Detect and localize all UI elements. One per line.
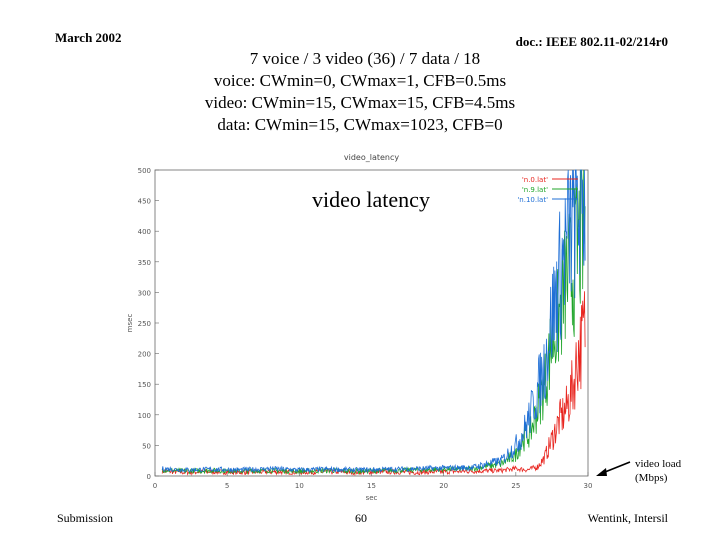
load-arrow-head xyxy=(596,468,607,476)
video-latency-label: video latency xyxy=(312,187,430,212)
video-load-label: video load xyxy=(635,458,682,470)
x-tick-label: 30 xyxy=(584,482,593,490)
slide-title: 7 voice / 3 video (36) / 7 data / 18 voi… xyxy=(0,48,720,136)
footer-author: Wentink, Intersil xyxy=(587,511,668,525)
y-axis-label: msec xyxy=(126,314,134,333)
x-tick-label: 15 xyxy=(367,482,376,490)
header-date: March 2002 xyxy=(55,30,122,45)
video-load-unit: (Mbps) xyxy=(635,472,668,484)
x-tick-label: 5 xyxy=(225,482,229,490)
y-tick-label: 200 xyxy=(138,351,151,359)
legend-label-3: 'n.10.lat' xyxy=(517,196,548,204)
x-axis-label: sec xyxy=(366,494,378,502)
chart-title: video_latency xyxy=(344,153,400,162)
title-line-3: video: CWmin=15, CWmax=15, CFB=4.5ms xyxy=(204,93,516,112)
footer-submission: Submission xyxy=(57,511,114,525)
series-line-3 xyxy=(161,169,586,474)
y-tick-label: 500 xyxy=(138,167,151,175)
y-tick-label: 300 xyxy=(138,289,151,297)
title-line-2: voice: CWmin=0, CWmax=1, CFB=0.5ms xyxy=(213,71,507,90)
title-line-4: data: CWmin=15, CWmax=1023, CFB=0 xyxy=(217,115,503,134)
y-tick-label: 450 xyxy=(138,198,151,206)
header-doc-id: doc.: IEEE 802.11-02/214r0 xyxy=(515,34,668,49)
title-line-1: 7 voice / 3 video (36) / 7 data / 18 xyxy=(249,49,481,68)
y-tick-label: 250 xyxy=(138,320,151,328)
x-tick-label: 25 xyxy=(511,482,520,490)
footer-page-number: 60 xyxy=(355,511,367,525)
y-tick-label: 350 xyxy=(138,259,151,267)
x-tick-label: 10 xyxy=(295,482,304,490)
legend-label-1: 'n.0.lat' xyxy=(522,176,548,184)
y-tick-label: 100 xyxy=(138,412,151,420)
y-tick-label: 400 xyxy=(138,228,151,236)
legend-label-2: 'n.9.lat' xyxy=(522,186,548,194)
y-tick-label: 0 xyxy=(147,473,151,481)
y-tick-label: 50 xyxy=(142,442,151,450)
x-tick-label: 0 xyxy=(153,482,157,490)
plot-frame xyxy=(154,169,589,477)
x-tick-label: 20 xyxy=(439,482,448,490)
y-tick-label: 150 xyxy=(138,381,151,389)
